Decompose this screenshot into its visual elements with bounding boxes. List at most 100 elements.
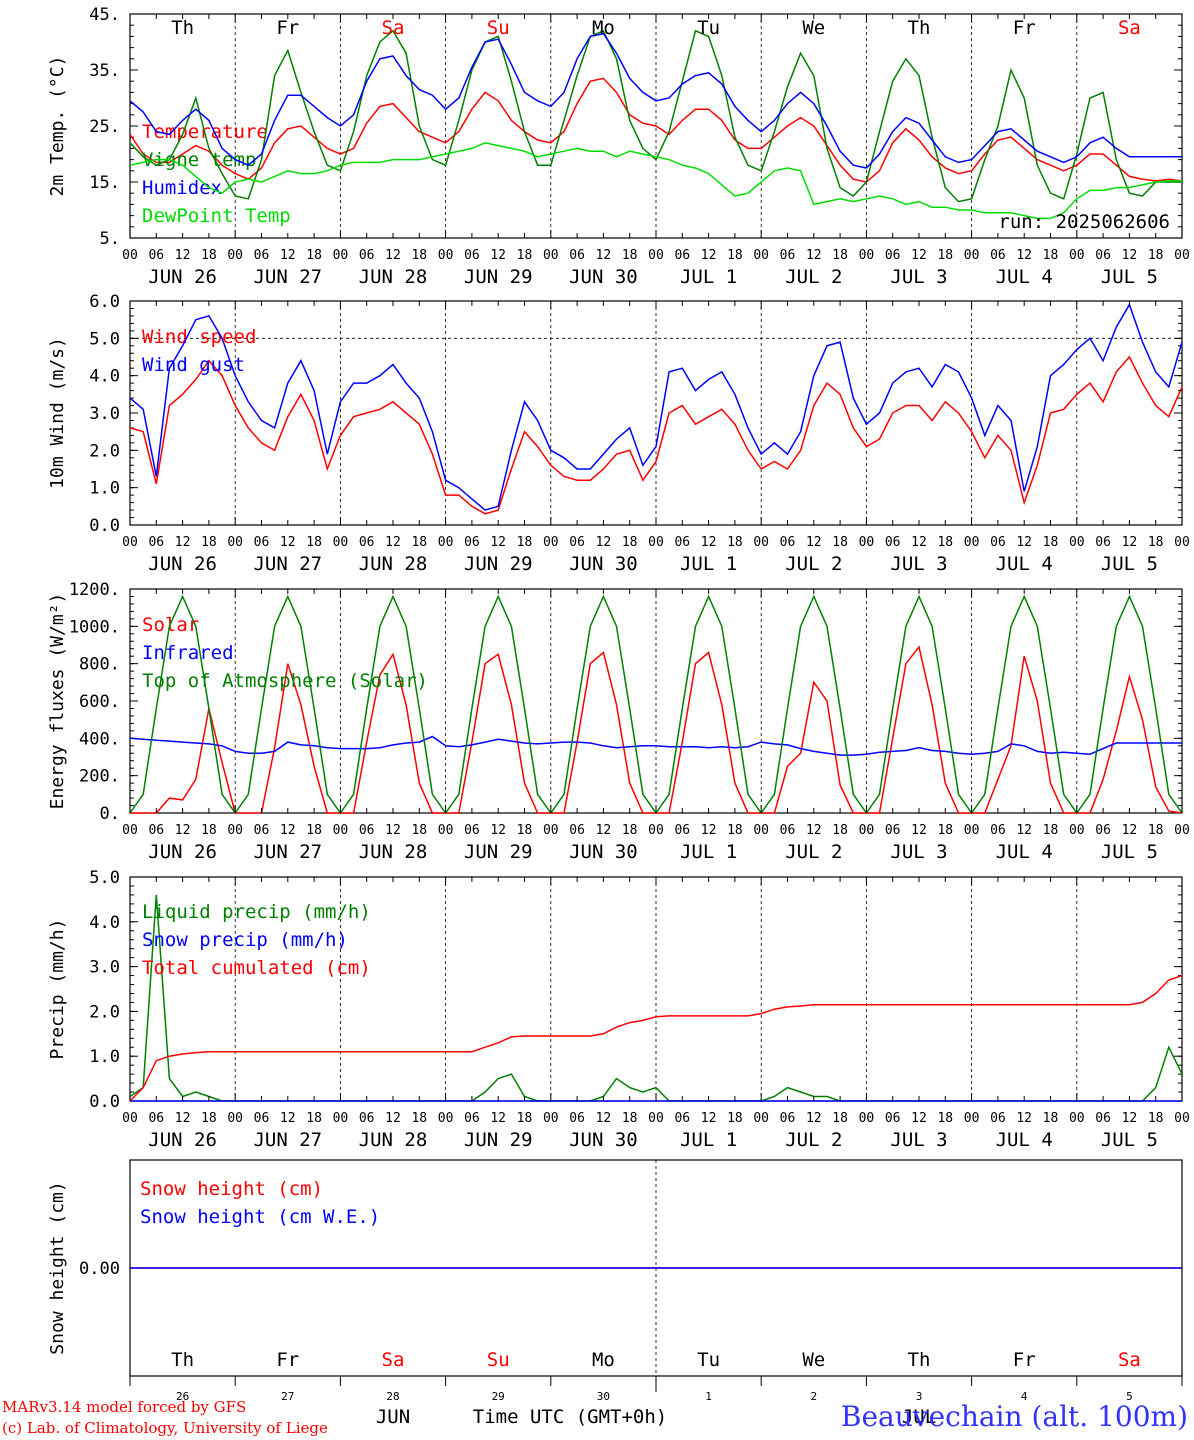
hour-tick-label: 12 <box>280 823 296 838</box>
day-label: JUL 2 <box>785 553 842 575</box>
hour-tick-label: 00 <box>122 535 138 550</box>
day-label: JUL 5 <box>1101 266 1158 288</box>
hour-tick-label: 00 <box>1069 248 1085 263</box>
y-tick-label: 35. <box>89 61 120 81</box>
hour-tick-label: 18 <box>727 248 743 263</box>
hour-tick-label: 06 <box>1095 823 1111 838</box>
hour-tick-label: 18 <box>411 1111 427 1126</box>
day-label: JUN 28 <box>359 1129 428 1151</box>
hour-tick-label: 06 <box>674 823 690 838</box>
hour-tick-label: 18 <box>517 823 533 838</box>
day-label: JUL 3 <box>890 1129 947 1151</box>
credit-model: MARv3.14 model forced by GFS <box>2 1398 247 1416</box>
weekday-label: Sa <box>382 1349 405 1371</box>
hour-tick-label: 06 <box>464 248 480 263</box>
hour-tick-label: 12 <box>911 823 927 838</box>
y-tick-label: 5.0 <box>89 868 120 888</box>
hour-tick-label: 18 <box>1148 1111 1164 1126</box>
weekday-label: Fr <box>276 1349 299 1371</box>
hour-tick-label: 00 <box>1174 1111 1190 1126</box>
y-axis-label: Energy fluxes (W/m²) <box>47 593 68 810</box>
hour-tick-label: 18 <box>832 823 848 838</box>
hour-tick-label: 18 <box>306 823 322 838</box>
hour-tick-label: 00 <box>753 535 769 550</box>
hour-tick-label: 06 <box>254 823 270 838</box>
hour-tick-label: 00 <box>438 1111 454 1126</box>
hour-tick-label: 00 <box>964 248 980 263</box>
hour-tick-label: 00 <box>859 248 875 263</box>
day-label: JUL 1 <box>680 1129 737 1151</box>
hour-tick-label: 00 <box>543 823 559 838</box>
hour-tick-label: 00 <box>227 1111 243 1126</box>
hour-tick-label: 12 <box>596 1111 612 1126</box>
hour-tick-label: 12 <box>175 248 191 263</box>
hour-tick-label: 12 <box>175 535 191 550</box>
hour-tick-label: 06 <box>990 823 1006 838</box>
hour-tick-label: 00 <box>648 248 664 263</box>
hour-tick-label: 12 <box>175 823 191 838</box>
hour-tick-label: 00 <box>964 535 980 550</box>
hour-tick-label: 06 <box>569 248 585 263</box>
hour-tick-label: 18 <box>306 1111 322 1126</box>
hour-tick-label: 06 <box>464 1111 480 1126</box>
hour-tick-label: 06 <box>885 535 901 550</box>
legend-entry: Wind speed <box>142 326 256 348</box>
day-label: JUL 2 <box>785 841 842 863</box>
y-tick-label: 25. <box>89 117 120 137</box>
hour-tick-label: 18 <box>201 535 217 550</box>
hour-tick-label: 18 <box>306 535 322 550</box>
hour-tick-label: 18 <box>411 535 427 550</box>
hour-tick-label: 00 <box>753 823 769 838</box>
hour-tick-label: 12 <box>806 823 822 838</box>
weekday-label: Su <box>487 1349 510 1371</box>
hour-tick-label: 00 <box>122 1111 138 1126</box>
hour-tick-label: 00 <box>1069 823 1085 838</box>
day-label: JUL 4 <box>996 553 1053 575</box>
weekday-label: We <box>802 17 825 39</box>
hour-tick-label: 18 <box>937 535 953 550</box>
hour-tick-label: 12 <box>1122 248 1138 263</box>
hour-tick-label: 12 <box>1016 248 1032 263</box>
legend-entry: Infrared <box>142 642 234 664</box>
y-tick-label: 1200. <box>69 580 120 600</box>
day-label: JUL 4 <box>996 841 1053 863</box>
hour-tick-label: 18 <box>1148 535 1164 550</box>
hour-tick-label: 00 <box>859 823 875 838</box>
y-tick-label: 3.0 <box>89 958 120 978</box>
day-label: JUL 1 <box>680 553 737 575</box>
day-label: JUL 3 <box>890 553 947 575</box>
hour-tick-label: 18 <box>201 1111 217 1126</box>
hour-tick-label: 12 <box>175 1111 191 1126</box>
hour-tick-label: 12 <box>385 823 401 838</box>
legend-entry: DewPoint Temp <box>142 205 291 227</box>
day-label: JUN 30 <box>569 553 638 575</box>
day-label: JUL 5 <box>1101 553 1158 575</box>
hour-tick-label: 12 <box>280 1111 296 1126</box>
day-number-label: 27 <box>281 1390 294 1403</box>
hour-tick-label: 18 <box>411 248 427 263</box>
legend-entry: Liquid precip (mm/h) <box>142 901 371 923</box>
y-tick-label: 5.0 <box>89 329 120 349</box>
y-tick-label: 3.0 <box>89 404 120 424</box>
hour-tick-label: 00 <box>333 1111 349 1126</box>
hour-tick-label: 06 <box>148 1111 164 1126</box>
legend-entry: Total cumulated (cm) <box>142 957 371 979</box>
hour-tick-label: 00 <box>753 1111 769 1126</box>
legend-entry: Top of Atmosphere (Solar) <box>142 670 428 692</box>
day-label: JUN 29 <box>464 1129 533 1151</box>
hour-tick-label: 06 <box>148 248 164 263</box>
hour-tick-label: 06 <box>569 823 585 838</box>
hour-tick-label: 06 <box>885 1111 901 1126</box>
hour-tick-label: 12 <box>806 248 822 263</box>
hour-tick-label: 06 <box>148 535 164 550</box>
hour-tick-label: 06 <box>464 535 480 550</box>
hour-tick-label: 12 <box>1016 823 1032 838</box>
day-label: JUN 27 <box>253 553 322 575</box>
legend-entry: Snow height (cm) <box>140 1178 323 1200</box>
hour-tick-label: 00 <box>122 823 138 838</box>
day-label: JUN 30 <box>569 1129 638 1151</box>
y-axis-label: Snow height (cm) <box>47 1181 68 1354</box>
day-label: JUN 26 <box>148 841 217 863</box>
series-line-temperature <box>129 77 1183 183</box>
x-axis-label: Time UTC (GMT+0h) <box>473 1406 667 1428</box>
